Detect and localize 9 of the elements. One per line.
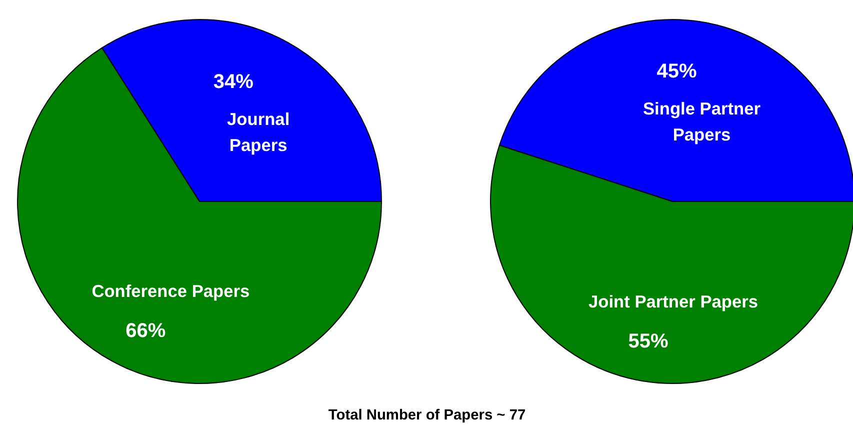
data-label: 34% [213,70,254,93]
slice-label: Joint Partner Papers [588,291,758,312]
data-label: 66% [126,320,166,342]
slice-label: Conference Papers [92,281,250,302]
slice-label: Journal Papers [227,108,290,155]
text: Total Number of Papers ~ 77 [328,408,526,424]
data-label: 45% [656,60,697,83]
data-label: 55% [628,330,668,352]
slice-label: Single Partner Papers [642,98,761,145]
